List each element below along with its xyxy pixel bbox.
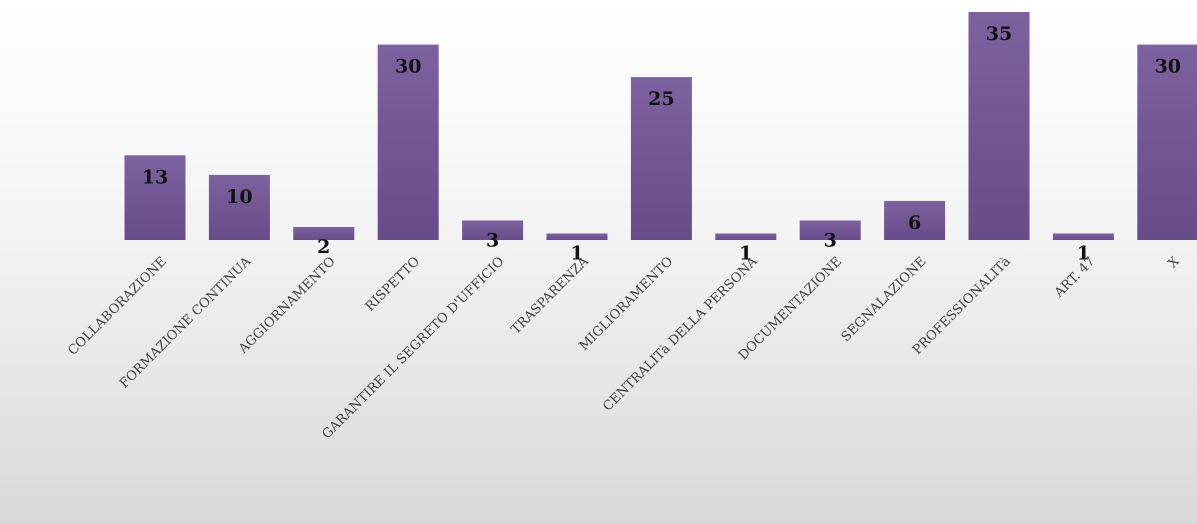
category-label-4: GARANTIRE IL SEGRETO D'UFFICIO	[319, 254, 507, 442]
data-label-5: 1	[570, 243, 583, 265]
data-label-9: 6	[908, 212, 921, 234]
bar-10	[968, 12, 1030, 240]
data-label-10: 35	[986, 23, 1012, 45]
data-label-3: 30	[395, 56, 421, 78]
bar-7	[715, 233, 777, 240]
bar-1	[208, 174, 270, 240]
category-label-7: CENTRALITà DELLA PERSONA	[600, 254, 761, 415]
category-label-6: MIGLIORAMENTO	[577, 254, 677, 354]
category-label-9: SEGNALAZIONE	[839, 254, 930, 345]
category-label-10: PROFESSIONALITà	[910, 254, 1014, 358]
data-label-0: 13	[142, 166, 168, 188]
bar-12	[1137, 44, 1197, 240]
bar-3	[377, 44, 439, 240]
category-label-11: ART. 47	[1051, 254, 1098, 301]
data-label-8: 3	[824, 230, 837, 252]
bar-5	[546, 233, 608, 240]
bar-9	[884, 200, 946, 240]
bar-11	[1052, 233, 1114, 240]
bar-0	[124, 155, 186, 240]
category-label-12: X	[1165, 254, 1183, 272]
category-label-3: RISPETTO	[363, 254, 423, 314]
bar-6	[630, 77, 692, 240]
data-label-2: 2	[317, 236, 330, 258]
category-label-2: AGGIORNAMENTO	[235, 254, 338, 357]
data-label-11: 1	[1077, 243, 1090, 265]
data-label-1: 10	[226, 186, 252, 208]
bars-group	[124, 12, 1197, 240]
bar-8	[799, 220, 861, 240]
bar-4	[462, 220, 524, 240]
category-label-5: TRASPARENZA	[509, 254, 593, 338]
data-label-4: 3	[486, 230, 499, 252]
data-label-12: 30	[1155, 56, 1181, 78]
data-label-7: 1	[739, 243, 752, 265]
data-label-6: 25	[648, 88, 674, 110]
bar-2	[293, 227, 355, 240]
